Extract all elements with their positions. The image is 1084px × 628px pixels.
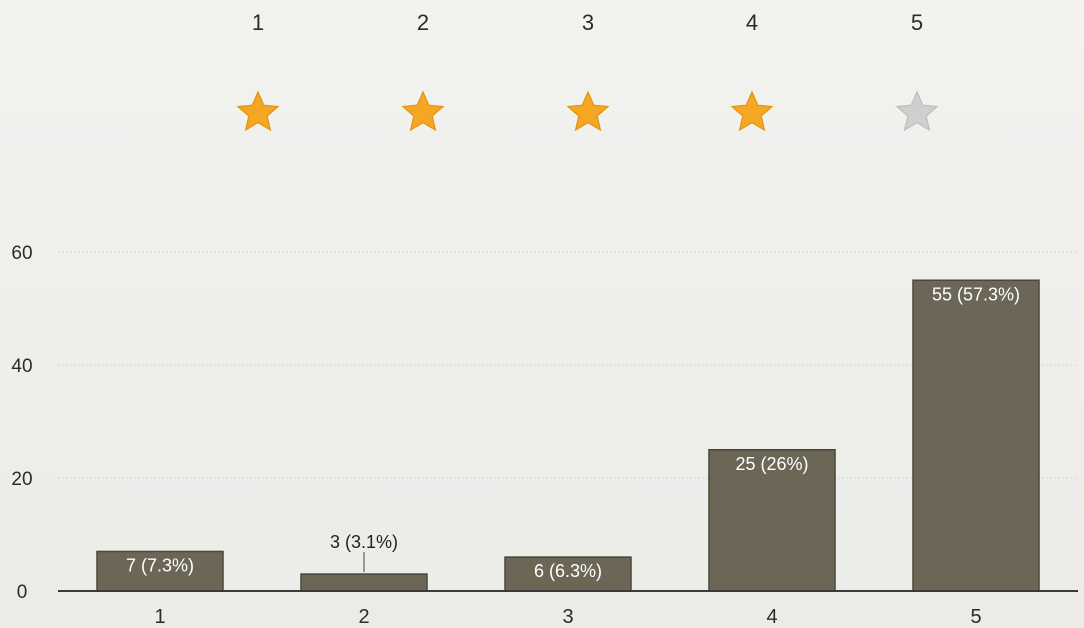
rating-label: 4 bbox=[745, 10, 759, 35]
y-tick-label: 0 bbox=[17, 582, 28, 603]
y-tick-label: 60 bbox=[11, 243, 32, 264]
bar-chart: 0 20 40 60 7 (7.3%) 1 3 (3.1%) 2 6 (6.3%) 3 25 (26… bbox=[11, 243, 1078, 628]
x-tick-label: 5 bbox=[970, 606, 981, 628]
rating-scale: 1 2 3 4 5 bbox=[0, 0, 1084, 170]
x-tick-label: 4 bbox=[766, 606, 777, 628]
rating-label: 5 bbox=[910, 10, 924, 35]
data-label: 25 (26%) bbox=[735, 454, 808, 474]
x-tick-label: 1 bbox=[154, 606, 165, 628]
rating-option-2[interactable]: 2 bbox=[383, 8, 463, 136]
bar-1 bbox=[96, 550, 224, 592]
bar-5 bbox=[912, 279, 1040, 592]
star-icon bbox=[566, 90, 610, 132]
rating-option-5[interactable]: 5 bbox=[877, 8, 957, 136]
rating-option-4[interactable]: 4 bbox=[712, 8, 792, 136]
data-label: 55 (57.3%) bbox=[932, 284, 1020, 304]
star-icon bbox=[730, 90, 774, 132]
bar-4 bbox=[708, 449, 836, 592]
star-icon bbox=[236, 90, 280, 132]
y-tick-label: 20 bbox=[11, 469, 32, 490]
y-tick-label: 40 bbox=[11, 356, 32, 377]
rating-label: 1 bbox=[251, 10, 265, 35]
star-outline-icon bbox=[895, 90, 939, 132]
rating-option-1[interactable]: 1 bbox=[218, 8, 298, 136]
rating-label: 2 bbox=[416, 10, 430, 35]
data-label: 6 (6.3%) bbox=[534, 561, 602, 581]
x-tick-label: 2 bbox=[358, 606, 369, 628]
bar-2 bbox=[300, 573, 428, 592]
data-label: 7 (7.3%) bbox=[126, 555, 194, 575]
star-icon bbox=[401, 90, 445, 132]
x-tick-label: 3 bbox=[562, 606, 573, 628]
rating-label: 3 bbox=[581, 10, 595, 35]
data-label: 3 (3.1%) bbox=[330, 532, 398, 552]
rating-option-3[interactable]: 3 bbox=[548, 8, 628, 136]
